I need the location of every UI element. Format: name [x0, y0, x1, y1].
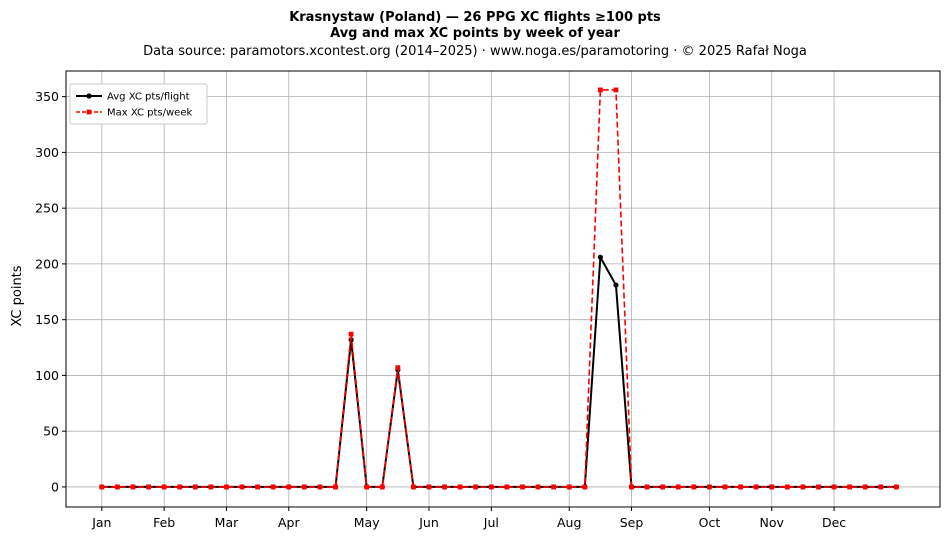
y-tick-label: 0	[51, 479, 59, 494]
chart-subtitle: Avg and max XC points by week of year	[330, 26, 620, 41]
x-tick-label: Dec	[822, 515, 846, 530]
data-point	[146, 484, 151, 490]
axes: 0 50 100 150 200 250 300 350 Jan Feb Mar Apr May Jun J…	[35, 70, 941, 530]
data-point	[208, 484, 214, 490]
plot-frame	[65, 70, 941, 508]
data-point	[597, 254, 603, 260]
data-point	[566, 484, 572, 490]
y-tick-label: 350	[35, 89, 59, 104]
data-point	[753, 484, 759, 490]
data-point	[379, 484, 385, 490]
data-point	[707, 484, 712, 490]
data-point	[442, 484, 447, 490]
data-point	[551, 484, 557, 490]
series-layer	[99, 87, 899, 490]
y-tick-label: 250	[35, 201, 59, 216]
data-point	[816, 484, 821, 490]
data-point	[130, 484, 136, 490]
legend-swatch-marker	[86, 109, 92, 115]
data-point	[115, 484, 120, 490]
data-point	[691, 484, 697, 490]
data-point	[722, 484, 728, 490]
data-point	[831, 484, 837, 490]
chart-title: Krasnystaw (Poland) — 26 PPG XC flights …	[289, 10, 661, 25]
legend-swatch-marker	[86, 93, 92, 99]
data-point	[270, 484, 276, 490]
data-point	[800, 484, 806, 490]
x-tick-label: Mar	[215, 515, 239, 530]
data-point	[738, 484, 743, 490]
data-point	[411, 484, 416, 490]
x-tick-label: May	[354, 515, 380, 530]
data-point	[99, 484, 105, 490]
data-point	[597, 87, 603, 93]
x-tick-label: Jun	[418, 515, 439, 530]
data-point	[239, 484, 245, 490]
series-max	[99, 87, 899, 490]
data-point	[644, 484, 650, 490]
data-point	[286, 484, 292, 490]
x-tick-label: Sep	[620, 515, 644, 530]
data-point	[457, 484, 463, 490]
x-tick-label: Aug	[557, 515, 581, 530]
data-point	[862, 484, 868, 490]
data-point	[301, 484, 307, 490]
data-point	[847, 484, 853, 490]
x-tick-label: Apr	[278, 515, 300, 530]
legend-label: Max XC pts/week	[107, 108, 192, 119]
data-point	[488, 484, 494, 490]
data-point	[224, 484, 229, 490]
x-tick-label: Feb	[153, 515, 175, 530]
data-point	[504, 484, 510, 490]
data-point	[192, 484, 198, 490]
data-point	[660, 484, 666, 490]
y-tick-label: 150	[35, 312, 59, 327]
data-point	[878, 484, 884, 490]
data-point	[629, 484, 634, 490]
legend-box	[69, 83, 208, 125]
series-line	[101, 256, 897, 488]
data-point	[161, 484, 167, 490]
data-point	[769, 484, 775, 490]
series-avg	[99, 254, 899, 490]
grid	[66, 71, 940, 507]
y-tick-label: 300	[35, 145, 59, 160]
data-point	[893, 484, 899, 490]
data-point	[317, 484, 323, 490]
data-point	[582, 484, 588, 490]
x-tick-label: Jul	[483, 515, 499, 530]
data-point	[348, 331, 354, 337]
data-point	[784, 484, 790, 490]
data-point	[364, 484, 370, 490]
x-tick-label: Jan	[91, 515, 111, 530]
data-point	[395, 365, 401, 371]
data-point	[255, 484, 261, 490]
data-point	[613, 87, 619, 93]
data-point	[675, 484, 681, 490]
x-tick-label: Nov	[760, 515, 785, 530]
data-point	[473, 484, 479, 490]
chart-source-line: Data source: paramotors.xcontest.org (20…	[143, 44, 807, 59]
y-tick-label: 200	[35, 256, 59, 271]
y-axis-label: XC points	[10, 265, 25, 326]
data-point	[613, 282, 619, 288]
series-line	[101, 89, 897, 488]
y-tick-label: 100	[35, 368, 59, 383]
data-point	[426, 484, 432, 490]
legend: Avg XC pts/flight Max XC pts/week	[69, 83, 208, 125]
legend-label: Avg XC pts/flight	[107, 92, 190, 103]
data-point	[333, 484, 338, 490]
data-point	[535, 484, 541, 490]
y-tick-label: 50	[43, 424, 59, 439]
x-tick-label: Oct	[699, 515, 721, 530]
data-point	[177, 484, 183, 490]
data-point	[520, 484, 525, 490]
